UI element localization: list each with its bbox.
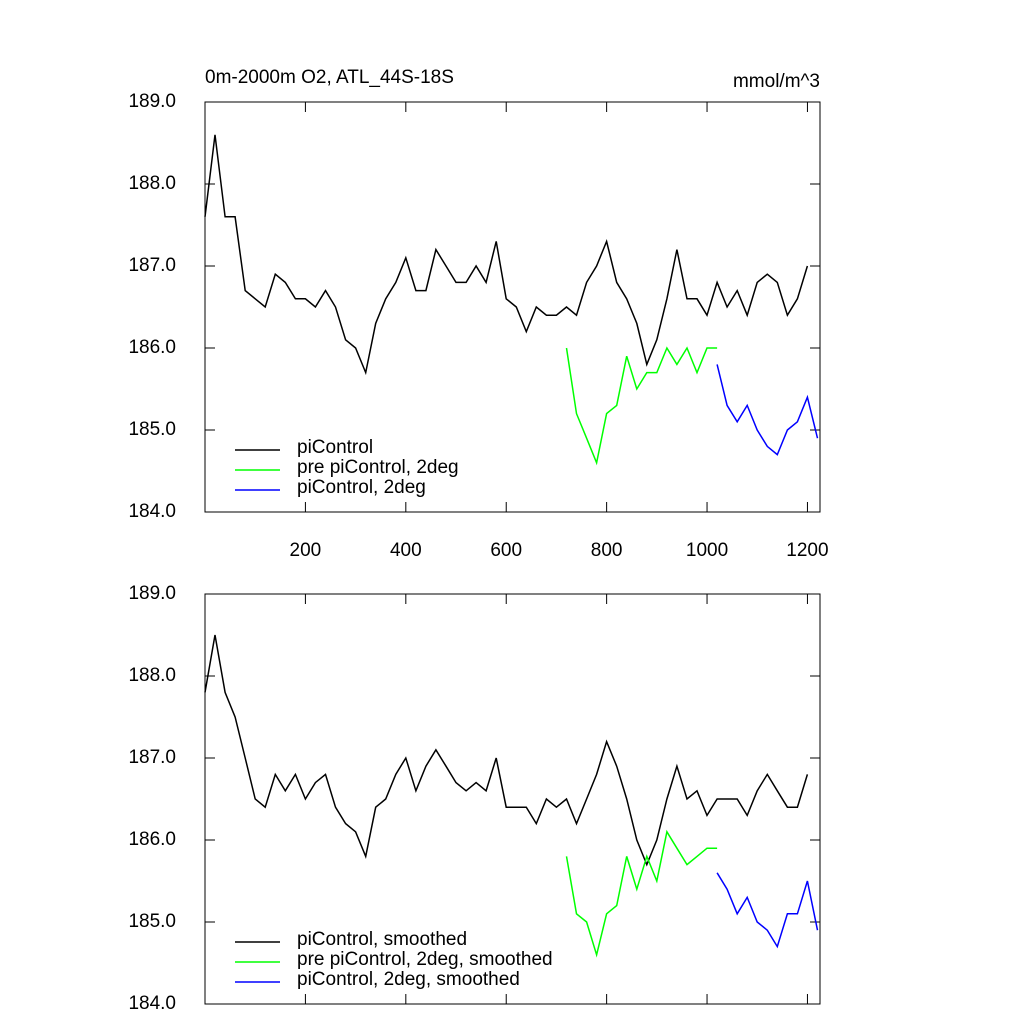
plot-frame [204, 593, 821, 1005]
y-tick-label: 189.0 [128, 91, 176, 112]
series-line [716, 364, 819, 456]
series-line [716, 872, 819, 949]
y-tick-label: 186.0 [128, 829, 176, 850]
y-tick-label: 185.0 [128, 419, 176, 440]
legend-label: piControl, 2deg [297, 477, 426, 498]
plot-frame [204, 101, 821, 513]
legend-label: pre piControl, 2deg [297, 457, 459, 478]
y-tick-label: 186.0 [128, 337, 176, 358]
y-tick-label: 185.0 [128, 911, 176, 932]
legend-label: piControl, 2deg, smoothed [297, 969, 520, 990]
legend-label: piControl [297, 437, 373, 458]
y-tick-label: 187.0 [128, 747, 176, 768]
chart-title: 0m-2000m O2, ATL_44S-18S [205, 67, 454, 88]
y-tick-label: 189.0 [128, 583, 176, 604]
x-tick-label: 1200 [786, 540, 828, 561]
x-tick-label: 200 [290, 540, 322, 561]
series-line [565, 346, 718, 466]
y-tick-label: 188.0 [128, 665, 176, 686]
x-tick-label: 1000 [686, 540, 728, 561]
y-tick-label: 187.0 [128, 255, 176, 276]
series-line [204, 134, 809, 376]
series-line [204, 634, 809, 867]
legend-label: pre piControl, 2deg, smoothed [297, 949, 553, 970]
y-tick-label: 184.0 [128, 993, 176, 1014]
legend-label: piControl, smoothed [297, 929, 467, 950]
x-tick-label: 600 [490, 540, 522, 561]
y-tick-label: 188.0 [128, 173, 176, 194]
x-tick-label: 400 [390, 540, 422, 561]
series-line [565, 829, 718, 958]
units-label: mmol/m^3 [733, 71, 820, 92]
y-tick-label: 184.0 [128, 501, 176, 522]
x-tick-label: 800 [591, 540, 623, 561]
